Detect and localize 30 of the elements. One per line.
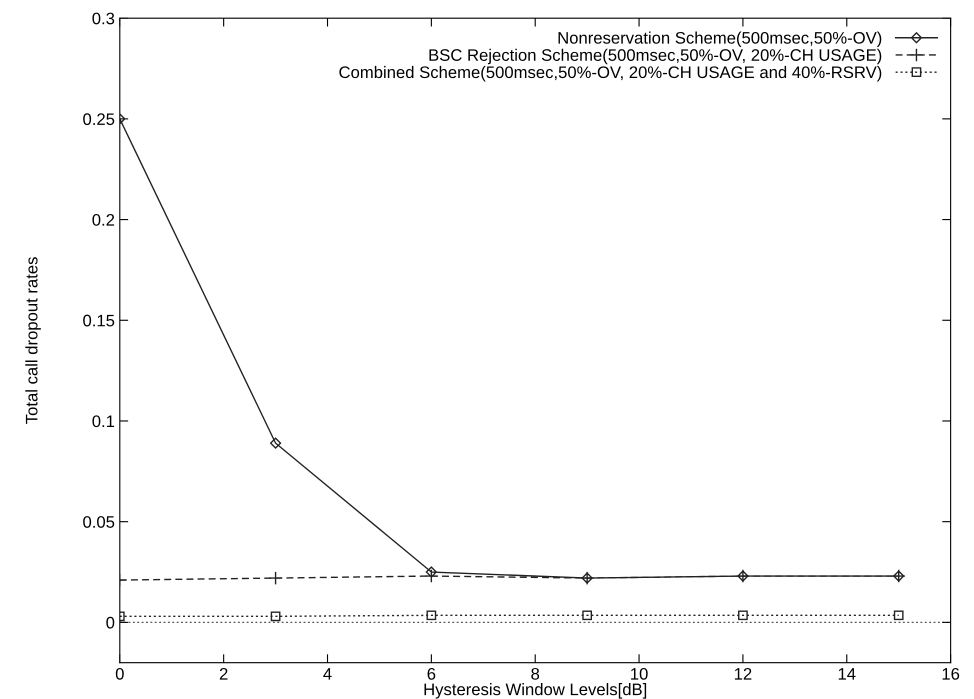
x-tick-label: 10: [631, 668, 648, 680]
x-axis-title: Hysteresis Window Levels[dB]: [424, 683, 646, 699]
x-tick-label: 8: [531, 668, 540, 680]
y-tick-label: 0.05: [83, 516, 114, 528]
point: [894, 610, 904, 620]
point: [270, 438, 282, 449]
point: [270, 611, 280, 622]
point: [268, 571, 283, 586]
x-tick-label: 12: [734, 668, 752, 680]
y-axis-title: Total call dropout rates: [25, 257, 41, 424]
point: [582, 610, 592, 620]
point: [426, 566, 437, 578]
legend-label: Combined Scheme(500msec,50%-OV, 20%-CH USAGE and 40%-RSRV): [339, 66, 882, 82]
y-tick-label: 0.3: [92, 12, 114, 24]
x-tick-label: 14: [838, 668, 856, 680]
x-tick-label: 0: [116, 668, 124, 680]
point: [424, 569, 438, 583]
y-tick-label: 0.25: [83, 113, 114, 126]
y-tick-label: 0.1: [92, 415, 114, 428]
y-tick-label: 0.15: [83, 314, 114, 326]
x-tick-label: 4: [323, 668, 332, 680]
x-tick-label: 16: [942, 668, 960, 680]
point: [426, 610, 436, 620]
y-tick-label: 0: [106, 616, 114, 629]
x-tick-label: 2: [220, 668, 228, 680]
legend-label: Nonreservation Scheme(500msec,50%-OV): [558, 32, 882, 48]
point: [738, 610, 748, 620]
x-tick-label: 6: [428, 668, 436, 680]
legend-label: BSC Rejection Scheme(500msec,50%-OV, 20%-CH USAGE): [429, 48, 882, 64]
y-tick-label: 0.2: [92, 214, 114, 226]
